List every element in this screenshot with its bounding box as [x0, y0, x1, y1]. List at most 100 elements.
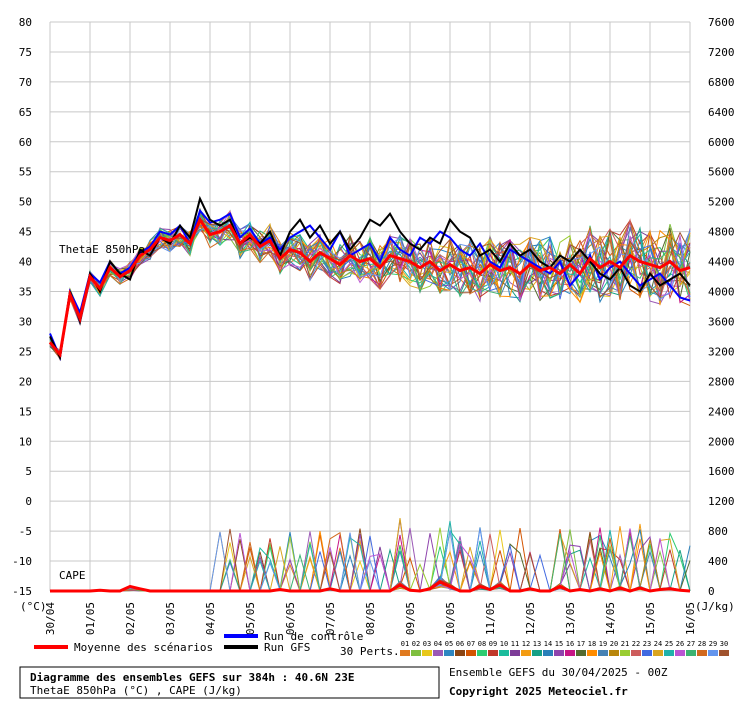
- member-number-label: 20: [610, 640, 618, 648]
- right-unit-label: (J/kg): [695, 600, 735, 613]
- y-left-tick-label: 30: [19, 315, 32, 328]
- member-color-swatch: [653, 650, 663, 656]
- y-left-tick-label: 65: [19, 106, 32, 119]
- member-color-swatch: [708, 650, 718, 656]
- member-color-swatch: [510, 650, 520, 656]
- member-number-label: 27: [687, 640, 695, 648]
- member-number-label: 07: [467, 640, 475, 648]
- x-date-label: 13/05: [564, 602, 577, 635]
- y-right-tick-label: 800: [708, 525, 728, 538]
- y-left-tick-label: 45: [19, 226, 32, 239]
- member-color-swatch: [422, 650, 432, 656]
- cape-label: CAPE: [59, 569, 86, 582]
- member-number-label: 26: [676, 640, 684, 648]
- x-date-label: 09/05: [404, 602, 417, 635]
- member-thetae-line: [49, 217, 691, 352]
- member-color-swatch: [576, 650, 586, 656]
- y-right-tick-label: 4400: [708, 256, 735, 269]
- y-right-tick-label: 2000: [708, 435, 735, 448]
- member-number-label: 18: [588, 640, 596, 648]
- member-number-label: 21: [621, 640, 629, 648]
- y-right-tick-label: 7600: [708, 16, 735, 29]
- member-number-label: 05: [445, 640, 453, 648]
- member-number-label: 17: [577, 640, 585, 648]
- y-right-tick-label: 1200: [708, 495, 735, 508]
- y-left-tick-label: 15: [19, 405, 32, 418]
- member-number-label: 15: [555, 640, 563, 648]
- footer-title-box: [19, 666, 440, 699]
- footer-title: Diagramme des ensembles GEFS sur 384h : …: [30, 671, 355, 684]
- member-number-label: 04: [434, 640, 442, 648]
- x-date-label: 04/05: [204, 602, 217, 635]
- member-number-label: 12: [522, 640, 530, 648]
- x-date-label: 05/05: [244, 602, 257, 635]
- y-left-tick-label: 70: [19, 76, 32, 89]
- member-color-swatch: [697, 650, 707, 656]
- y-right-tick-label: 4000: [708, 286, 735, 299]
- member-color-swatch: [719, 650, 729, 656]
- legend-gfs-label: Run GFS: [264, 641, 310, 654]
- y-right-tick-label: 6400: [708, 106, 735, 119]
- legend-mean-label: Moyenne des scénarios: [74, 641, 213, 654]
- footer-subtitle: ThetaE 850hPa (°C) , CAPE (J/kg): [30, 684, 242, 697]
- member-legend: 01 02 03 04 05 06 07 08 09 10 11 12 13 14 15 16 17 18 19 20…: [400, 640, 729, 656]
- member-number-label: 14: [544, 640, 552, 648]
- member-number-label: 06: [456, 640, 464, 648]
- footer-run-info: Ensemble GEFS du 30/04/2025 - 00Z: [449, 666, 668, 679]
- member-number-label: 03: [423, 640, 431, 648]
- y-right-tick-label: 3200: [708, 345, 735, 358]
- y-right-tick-label: 0: [708, 585, 715, 598]
- x-date-label: 03/05: [164, 602, 177, 635]
- mean-thetae-line: [48, 216, 691, 358]
- main-lines: [48, 195, 691, 593]
- grid: [49, 21, 691, 592]
- y-right-tick-label: 3600: [708, 315, 735, 328]
- member-number-label: 28: [698, 640, 706, 648]
- member-color-swatch: [686, 650, 696, 656]
- member-color-swatch: [642, 650, 652, 656]
- x-date-label: 02/05: [124, 602, 137, 635]
- member-color-swatch: [444, 650, 454, 656]
- x-date-label: 08/05: [364, 602, 377, 635]
- y-right-tick-label: 5200: [708, 196, 735, 209]
- y-right-tick-label: 4800: [708, 226, 735, 239]
- left-unit-label: (°C): [20, 600, 47, 613]
- member-number-label: 24: [654, 640, 662, 648]
- legend-control-label: Run de contrôle: [264, 630, 363, 643]
- member-color-swatch: [675, 650, 685, 656]
- member-number-label: 25: [665, 640, 673, 648]
- x-date-label: 11/05: [484, 602, 497, 635]
- member-color-swatch: [488, 650, 498, 656]
- member-color-swatch: [466, 650, 476, 656]
- member-number-label: 23: [643, 640, 651, 648]
- member-number-label: 08: [478, 640, 486, 648]
- y-left-tick-label: 35: [19, 286, 32, 299]
- member-number-label: 16: [566, 640, 574, 648]
- y-left-tick-label: 10: [19, 435, 32, 448]
- member-number-label: 01: [401, 640, 409, 648]
- member-number-label: 22: [632, 640, 640, 648]
- x-date-label: 06/05: [284, 602, 297, 635]
- y-left-tick-label: -15: [12, 585, 32, 598]
- member-color-swatch: [477, 650, 487, 656]
- member-color-swatch: [631, 650, 641, 656]
- member-color-swatch: [587, 650, 597, 656]
- x-date-label: 01/05: [84, 602, 97, 635]
- y-left-tick-label: 20: [19, 375, 32, 388]
- y-left-tick-label: 60: [19, 136, 32, 149]
- x-date-label: 15/05: [644, 602, 657, 635]
- member-number-label: 19: [599, 640, 607, 648]
- y-left-tick-label: 5: [25, 465, 32, 478]
- member-number-label: 02: [412, 640, 420, 648]
- mean-cape-line: [50, 580, 691, 593]
- member-number-label: 29: [709, 640, 717, 648]
- y-left-tick-label: 75: [19, 46, 32, 59]
- y-right-tick-label: 2400: [708, 405, 735, 418]
- member-color-swatch: [433, 650, 443, 656]
- footer-copyright: Copyright 2025 Meteociel.fr: [449, 685, 628, 698]
- member-number-label: 11: [511, 640, 519, 648]
- y-left-tick-label: 25: [19, 345, 32, 358]
- member-color-swatch: [554, 650, 564, 656]
- y-right-tick-label: 6800: [708, 76, 735, 89]
